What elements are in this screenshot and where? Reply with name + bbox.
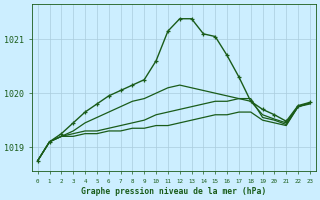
X-axis label: Graphe pression niveau de la mer (hPa): Graphe pression niveau de la mer (hPa) xyxy=(81,187,267,196)
